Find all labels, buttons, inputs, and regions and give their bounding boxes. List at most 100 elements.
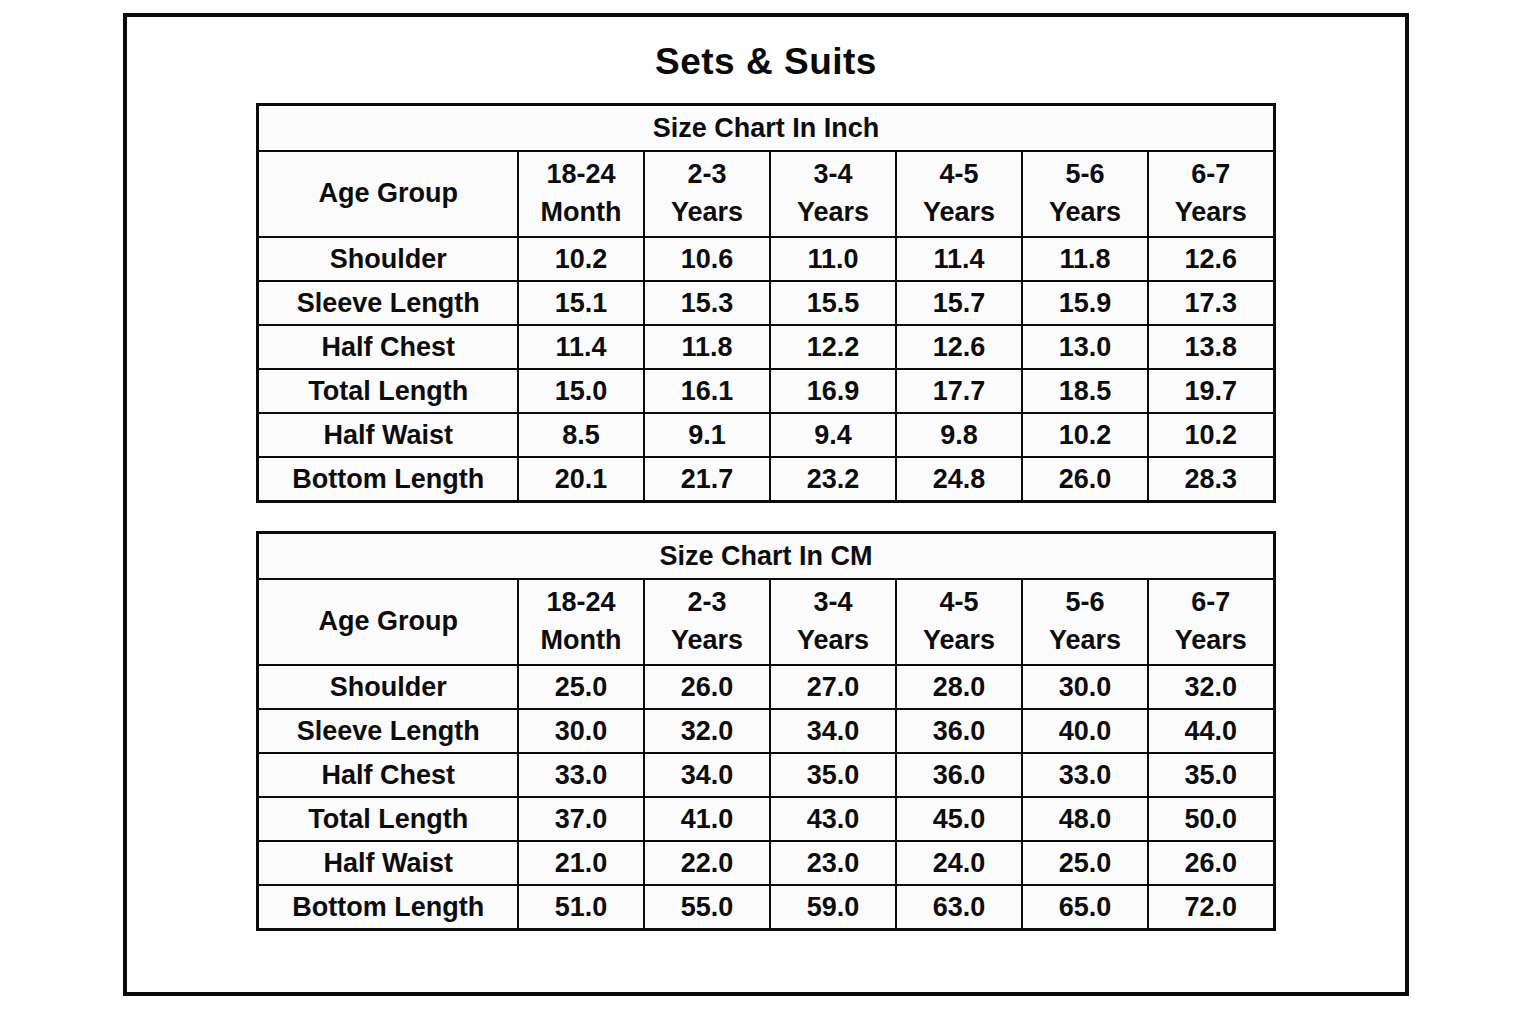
row-label: Shoulder <box>258 237 518 281</box>
cell-value: 25.0 <box>518 665 644 709</box>
table-row: Shoulder25.026.027.028.030.032.0 <box>258 665 1274 709</box>
row-label: Total Length <box>258 797 518 841</box>
age-group-header: 2-3 Years <box>644 151 770 237</box>
age-group-header: 18-24 Month <box>518 579 644 665</box>
cell-value: 9.1 <box>644 413 770 457</box>
cell-value: 34.0 <box>770 709 896 753</box>
age-group-header: 6-7 Years <box>1148 151 1274 237</box>
cell-value: 27.0 <box>770 665 896 709</box>
row-label: Half Waist <box>258 413 518 457</box>
cell-value: 36.0 <box>896 709 1022 753</box>
cell-value: 10.2 <box>1022 413 1148 457</box>
cell-value: 16.9 <box>770 369 896 413</box>
table-row: Half Chest11.411.812.212.613.013.8 <box>258 325 1274 369</box>
table-row: Total Length15.016.116.917.718.519.7 <box>258 369 1274 413</box>
row-label: Half Waist <box>258 841 518 885</box>
cell-value: 26.0 <box>644 665 770 709</box>
age-group-header: 3-4 Years <box>770 579 896 665</box>
cell-value: 43.0 <box>770 797 896 841</box>
cell-value: 35.0 <box>770 753 896 797</box>
cell-value: 25.0 <box>1022 841 1148 885</box>
cell-value: 11.8 <box>1022 237 1148 281</box>
age-group-header: 4-5 Years <box>896 151 1022 237</box>
cell-value: 11.0 <box>770 237 896 281</box>
age-group-corner-header: Age Group <box>258 151 518 237</box>
cell-value: 32.0 <box>1148 665 1274 709</box>
size-chart-inch-table: Size Chart In InchAge Group18-24 Month2-… <box>256 103 1275 503</box>
cell-value: 28.3 <box>1148 457 1274 502</box>
cell-value: 41.0 <box>644 797 770 841</box>
cell-value: 13.0 <box>1022 325 1148 369</box>
row-label: Half Chest <box>258 325 518 369</box>
cell-value: 12.6 <box>896 325 1022 369</box>
cell-value: 15.3 <box>644 281 770 325</box>
cell-value: 24.8 <box>896 457 1022 502</box>
cell-value: 30.0 <box>518 709 644 753</box>
age-group-header: 18-24 Month <box>518 151 644 237</box>
cell-value: 24.0 <box>896 841 1022 885</box>
cell-value: 22.0 <box>644 841 770 885</box>
table-row: Sleeve Length15.115.315.515.715.917.3 <box>258 281 1274 325</box>
age-group-header: 4-5 Years <box>896 579 1022 665</box>
cell-value: 37.0 <box>518 797 644 841</box>
cell-value: 21.0 <box>518 841 644 885</box>
cell-value: 8.5 <box>518 413 644 457</box>
cell-value: 51.0 <box>518 885 644 930</box>
cell-value: 11.4 <box>896 237 1022 281</box>
age-group-header: 3-4 Years <box>770 151 896 237</box>
cell-value: 11.4 <box>518 325 644 369</box>
cell-value: 11.8 <box>644 325 770 369</box>
cell-value: 44.0 <box>1148 709 1274 753</box>
cell-value: 12.2 <box>770 325 896 369</box>
cell-value: 55.0 <box>644 885 770 930</box>
cell-value: 65.0 <box>1022 885 1148 930</box>
cell-value: 10.2 <box>518 237 644 281</box>
age-group-header: 5-6 Years <box>1022 579 1148 665</box>
age-group-header: 5-6 Years <box>1022 151 1148 237</box>
table-caption: Size Chart In CM <box>258 533 1274 580</box>
cell-value: 19.7 <box>1148 369 1274 413</box>
row-label: Sleeve Length <box>258 709 518 753</box>
cell-value: 23.0 <box>770 841 896 885</box>
cell-value: 21.7 <box>644 457 770 502</box>
page-title: Sets & Suits <box>127 41 1405 83</box>
cell-value: 15.7 <box>896 281 1022 325</box>
cell-value: 32.0 <box>644 709 770 753</box>
table-row: Total Length37.041.043.045.048.050.0 <box>258 797 1274 841</box>
table-row: Bottom Length51.055.059.063.065.072.0 <box>258 885 1274 930</box>
cell-value: 35.0 <box>1148 753 1274 797</box>
table-caption: Size Chart In Inch <box>258 105 1274 152</box>
table-row: Half Waist21.022.023.024.025.026.0 <box>258 841 1274 885</box>
cell-value: 45.0 <box>896 797 1022 841</box>
cell-value: 20.1 <box>518 457 644 502</box>
cell-value: 33.0 <box>518 753 644 797</box>
cell-value: 28.0 <box>896 665 1022 709</box>
cell-value: 17.7 <box>896 369 1022 413</box>
cell-value: 48.0 <box>1022 797 1148 841</box>
cell-value: 50.0 <box>1148 797 1274 841</box>
cell-value: 15.5 <box>770 281 896 325</box>
cell-value: 13.8 <box>1148 325 1274 369</box>
cell-value: 63.0 <box>896 885 1022 930</box>
cell-value: 9.4 <box>770 413 896 457</box>
cell-value: 33.0 <box>1022 753 1148 797</box>
cell-value: 34.0 <box>644 753 770 797</box>
cell-value: 15.9 <box>1022 281 1148 325</box>
table-row: Half Chest33.034.035.036.033.035.0 <box>258 753 1274 797</box>
age-group-corner-header: Age Group <box>258 579 518 665</box>
outer-frame: Sets & Suits Size Chart In InchAge Group… <box>123 13 1409 996</box>
cell-value: 16.1 <box>644 369 770 413</box>
cell-value: 23.2 <box>770 457 896 502</box>
age-group-header: 2-3 Years <box>644 579 770 665</box>
cell-value: 9.8 <box>896 413 1022 457</box>
row-label: Bottom Length <box>258 457 518 502</box>
table-row: Shoulder10.210.611.011.411.812.6 <box>258 237 1274 281</box>
cell-value: 12.6 <box>1148 237 1274 281</box>
row-label: Sleeve Length <box>258 281 518 325</box>
size-chart-cm-table: Size Chart In CMAge Group18-24 Month2-3 … <box>256 531 1275 931</box>
cell-value: 72.0 <box>1148 885 1274 930</box>
cell-value: 18.5 <box>1022 369 1148 413</box>
cell-value: 10.6 <box>644 237 770 281</box>
cell-value: 15.0 <box>518 369 644 413</box>
row-label: Shoulder <box>258 665 518 709</box>
